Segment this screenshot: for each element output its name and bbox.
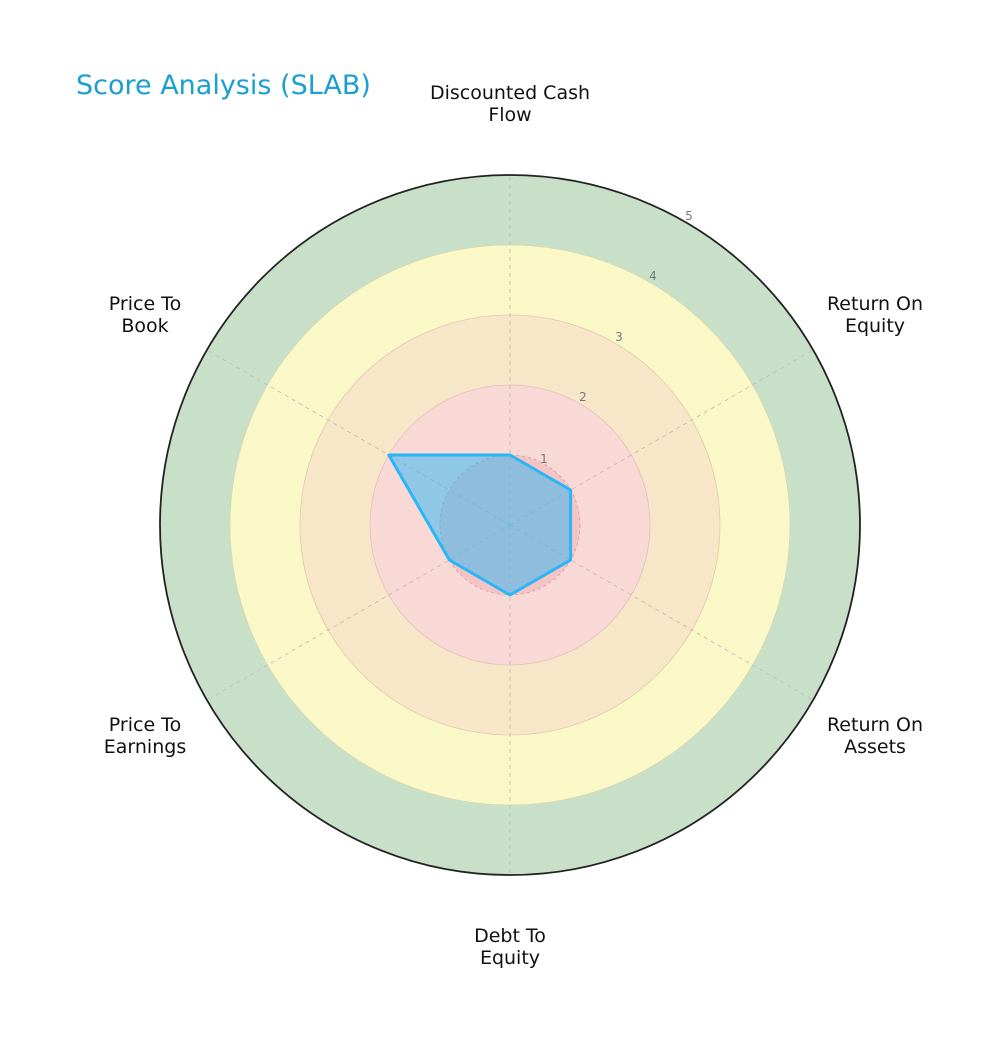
score-polygon — [387, 453, 573, 597]
axis-label-pe: Price To Earnings — [103, 714, 187, 758]
axis-label-dcf: Discounted Cash Flow — [429, 82, 591, 126]
chart-title: Score Analysis (SLAB) — [76, 70, 371, 101]
r-tick-5: 5 — [685, 209, 693, 223]
axis-label-roa: Return On Assets — [826, 714, 924, 758]
axis-label-pb: Price To Book — [108, 293, 182, 337]
r-tick-2: 2 — [579, 390, 587, 404]
axis-label-roe: Return On Equity — [826, 293, 924, 337]
axis-label-de: Debt To Equity — [474, 925, 546, 969]
r-tick-4: 4 — [649, 269, 657, 283]
r-tick-1: 1 — [540, 452, 548, 466]
r-tick-3: 3 — [615, 330, 623, 344]
